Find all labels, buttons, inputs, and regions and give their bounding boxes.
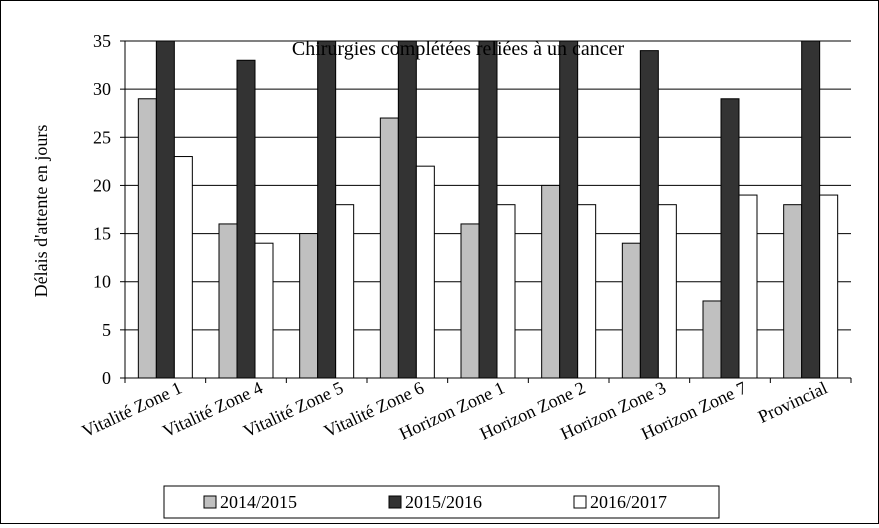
bar	[137, 98, 157, 379]
legend: 2014/2015 2015/2016 2016/2017	[163, 485, 720, 519]
bar	[819, 194, 839, 379]
bar	[218, 223, 238, 379]
y-axis-label: Délais d'attente en jours	[31, 125, 51, 298]
bars	[137, 40, 839, 379]
y-tick-labels: 0 5 10 15 20 25 30 35	[93, 31, 111, 388]
bar	[299, 233, 319, 379]
bar	[397, 40, 417, 379]
y-tick-label: 5	[102, 320, 111, 340]
bar	[559, 40, 579, 379]
bar	[379, 117, 399, 379]
bar	[478, 40, 498, 379]
bar	[317, 40, 337, 379]
bar	[460, 223, 480, 379]
legend-label: 2016/2017	[590, 492, 667, 512]
axes	[120, 40, 852, 383]
bar	[236, 59, 256, 379]
bar	[621, 242, 641, 379]
bar	[577, 204, 597, 379]
legend-label: 2015/2016	[405, 492, 482, 512]
bar	[155, 40, 175, 379]
y-tick-label: 30	[93, 79, 111, 99]
bar	[801, 40, 821, 379]
legend-swatch	[203, 495, 217, 509]
bar	[657, 204, 677, 379]
bar	[541, 184, 561, 379]
bar	[335, 204, 355, 379]
y-tick-label: 15	[93, 224, 111, 244]
chart-title: Chirurgies complétées reliées à un cance…	[292, 38, 625, 60]
x-tick-label: Provincial	[755, 377, 831, 426]
legend-box	[163, 485, 720, 519]
bar	[639, 50, 659, 379]
bar	[496, 204, 516, 379]
bar	[254, 242, 274, 379]
legend-swatch	[388, 495, 402, 509]
y-tick-label: 25	[93, 127, 111, 147]
bar	[738, 194, 758, 379]
y-tick-label: 0	[102, 368, 111, 388]
legend-swatch	[573, 495, 587, 509]
y-tick-label: 35	[93, 31, 111, 51]
bar	[783, 204, 803, 379]
legend-label: 2014/2015	[220, 492, 297, 512]
bar	[173, 156, 193, 379]
bar	[702, 300, 722, 379]
y-tick-label: 20	[93, 175, 111, 195]
y-tick-label: 10	[93, 272, 111, 292]
bar	[720, 98, 740, 379]
bar	[415, 165, 435, 379]
